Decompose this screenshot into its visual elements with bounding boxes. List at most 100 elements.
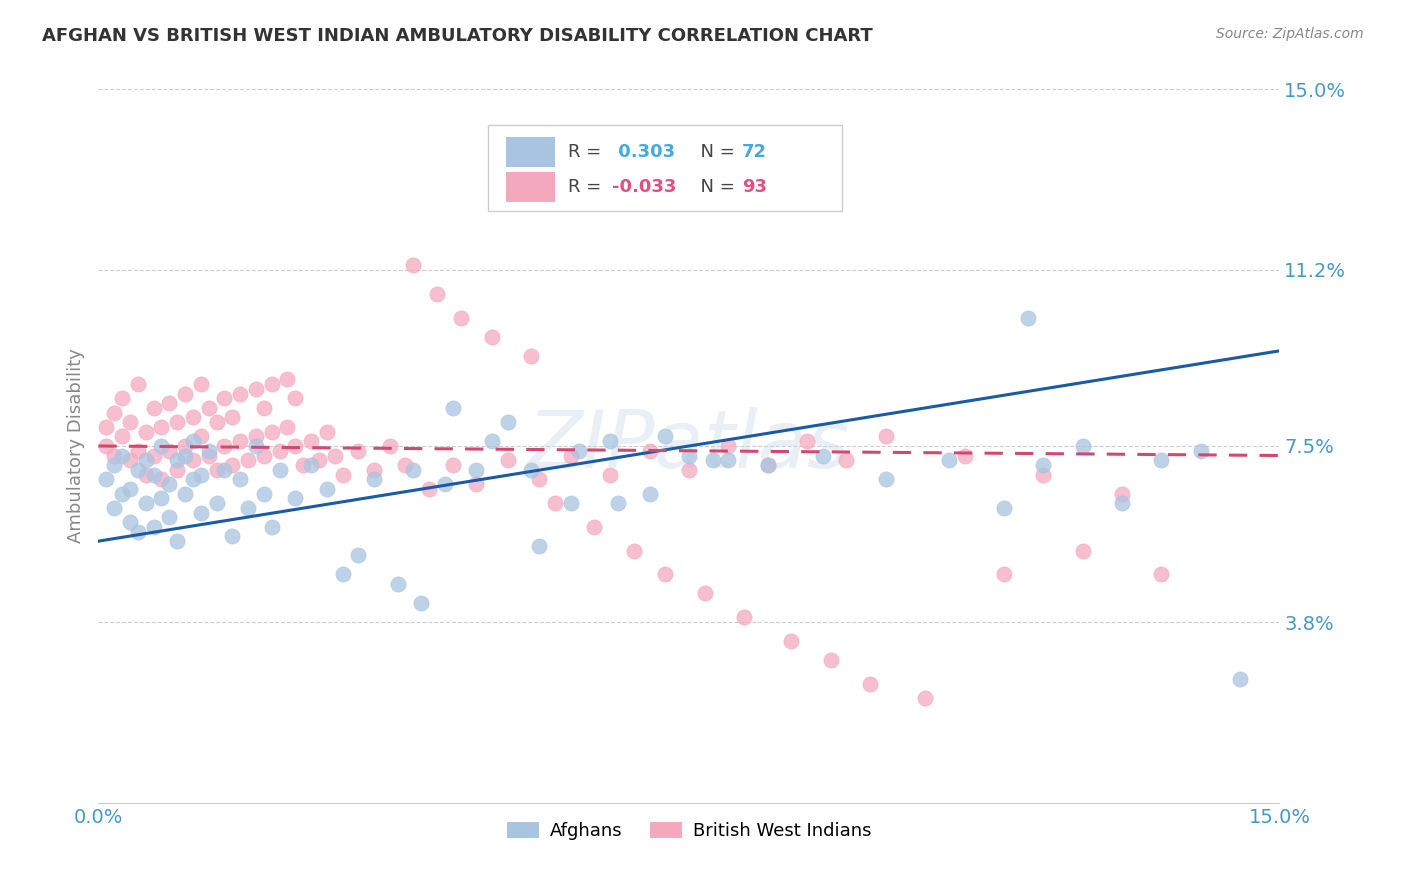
Point (96, 420, 118, 434)
Point (166, 415, 188, 429)
Point (103, 500, 125, 515)
Point (332, 567, 354, 582)
Point (118, 453, 141, 467)
Point (221, 458, 243, 472)
Point (678, 463, 700, 477)
FancyBboxPatch shape (488, 125, 842, 211)
Point (332, 467, 354, 482)
Point (859, 677, 882, 691)
Point (103, 458, 125, 472)
Point (756, 458, 779, 472)
Point (292, 458, 315, 472)
Point (811, 449, 834, 463)
Point (103, 406, 125, 420)
Point (166, 534, 188, 549)
Point (96, 439, 118, 453)
Point (157, 477, 180, 491)
Point (174, 486, 197, 500)
Point (174, 449, 197, 463)
Point (623, 543, 645, 558)
Point (111, 392, 134, 406)
Point (299, 434, 322, 449)
Point (1071, 439, 1094, 453)
Point (135, 467, 157, 482)
Point (702, 453, 724, 467)
Point (166, 453, 188, 467)
Point (402, 463, 425, 477)
Point (150, 420, 173, 434)
Point (221, 529, 243, 543)
Point (150, 439, 173, 453)
Point (221, 410, 243, 425)
Point (1032, 467, 1054, 482)
Point (135, 425, 157, 439)
Point (1189, 443, 1212, 458)
Point (315, 425, 337, 439)
Point (118, 415, 141, 429)
Point (181, 410, 204, 425)
FancyBboxPatch shape (506, 137, 555, 168)
Text: 72: 72 (742, 144, 768, 161)
Point (418, 482, 440, 496)
Point (433, 477, 456, 491)
Point (717, 453, 740, 467)
Point (914, 691, 936, 706)
Point (276, 420, 298, 434)
Point (245, 429, 267, 443)
Point (111, 449, 134, 463)
Point (938, 453, 960, 467)
Point (150, 472, 173, 486)
Point (347, 443, 370, 458)
Point (733, 610, 755, 624)
Point (560, 496, 582, 510)
Text: N =: N = (689, 178, 741, 195)
Point (654, 567, 676, 582)
Point (520, 463, 543, 477)
Point (481, 434, 503, 449)
Point (875, 429, 897, 443)
Point (583, 520, 606, 534)
Point (245, 382, 267, 396)
Point (135, 453, 157, 467)
Point (496, 453, 519, 467)
Point (387, 577, 409, 591)
Point (638, 443, 661, 458)
Point (142, 401, 165, 415)
Point (1229, 672, 1251, 686)
Point (111, 429, 134, 443)
Point (127, 443, 149, 458)
Point (796, 434, 818, 449)
Point (820, 653, 842, 667)
Point (236, 453, 259, 467)
Text: N =: N = (689, 144, 741, 161)
Point (284, 392, 307, 406)
Point (299, 458, 322, 472)
Point (181, 434, 204, 449)
Point (127, 377, 149, 392)
Text: ZIPatlas: ZIPatlas (527, 407, 851, 485)
Point (693, 586, 716, 600)
Point (214, 392, 236, 406)
Point (174, 439, 197, 453)
Point (181, 472, 204, 486)
Point (166, 463, 188, 477)
Point (654, 429, 676, 443)
Point (253, 449, 276, 463)
Point (260, 520, 283, 534)
FancyBboxPatch shape (506, 171, 555, 202)
Point (127, 524, 149, 539)
Point (1071, 543, 1094, 558)
Point (599, 434, 621, 449)
Point (190, 506, 212, 520)
Point (363, 463, 385, 477)
Point (181, 453, 204, 467)
Point (197, 449, 219, 463)
Point (835, 453, 858, 467)
Point (599, 467, 621, 482)
Point (560, 449, 582, 463)
Point (253, 401, 276, 415)
Text: Source: ZipAtlas.com: Source: ZipAtlas.com (1216, 27, 1364, 41)
Point (465, 477, 488, 491)
Point (174, 386, 197, 401)
Point (269, 443, 291, 458)
